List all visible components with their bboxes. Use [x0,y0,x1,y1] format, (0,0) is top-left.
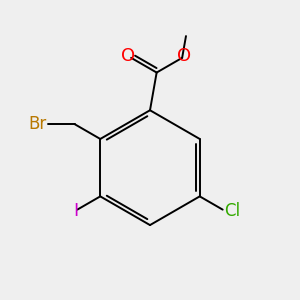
Text: Cl: Cl [224,202,240,220]
Text: I: I [73,202,78,220]
Text: O: O [177,47,192,65]
Text: Br: Br [28,115,47,133]
Text: O: O [121,47,135,65]
